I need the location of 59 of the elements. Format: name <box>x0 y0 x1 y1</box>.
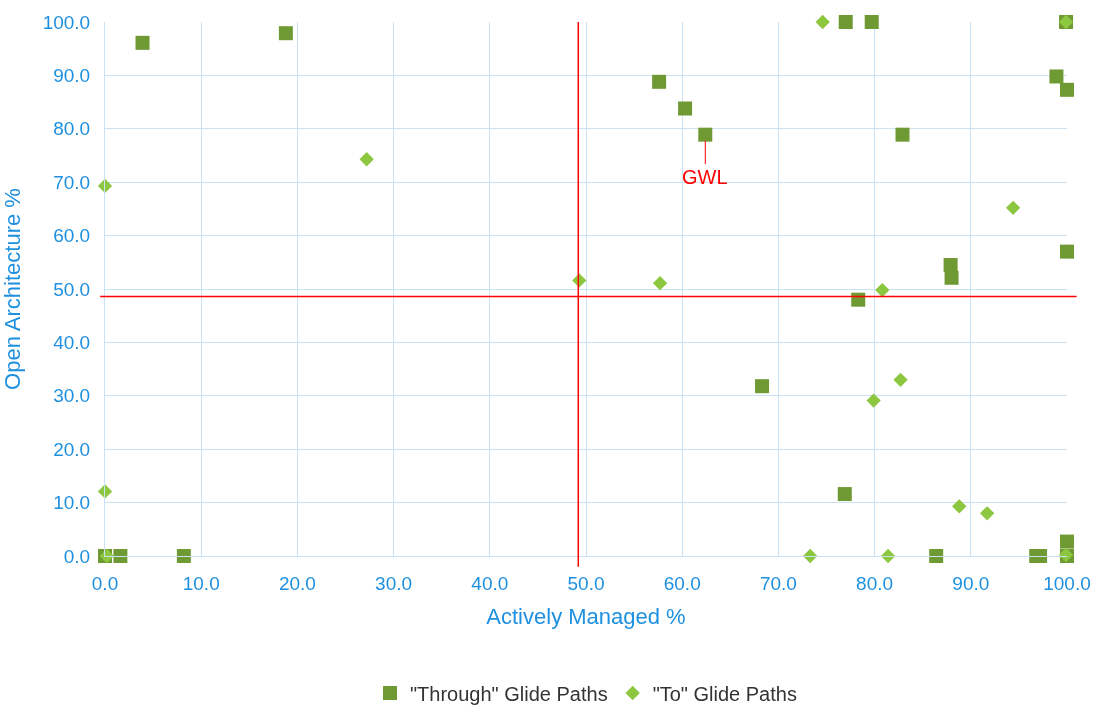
point <box>678 101 693 116</box>
point <box>815 14 830 30</box>
y-tick-label: 80.0 <box>53 118 91 140</box>
point <box>866 393 881 408</box>
point <box>652 74 667 89</box>
x-axis-title: Actively Managed % <box>486 603 686 629</box>
annotation: GWL <box>682 166 728 188</box>
point <box>278 26 293 41</box>
point <box>864 15 879 29</box>
point <box>952 499 967 514</box>
point <box>803 548 818 564</box>
point <box>929 549 944 563</box>
y-tick-label: 30.0 <box>53 385 91 407</box>
x-tick-label: 40.0 <box>471 572 509 594</box>
x-tick-label: 60.0 <box>663 572 701 594</box>
point <box>698 127 713 142</box>
legend-label: "To" Glide Paths <box>652 682 797 705</box>
point <box>875 282 890 298</box>
y-axis-title: Open Architecture % <box>0 188 26 390</box>
point <box>1060 82 1074 97</box>
y-tick-label: 90.0 <box>53 65 91 87</box>
point <box>1060 244 1074 259</box>
point <box>176 549 191 563</box>
x-tick-label: 70.0 <box>759 572 797 594</box>
point <box>893 372 908 387</box>
point <box>1049 69 1064 84</box>
x-tick-label: 30.0 <box>375 572 413 594</box>
point <box>837 487 852 502</box>
point <box>980 506 995 521</box>
point <box>359 152 374 167</box>
y-tick-label: 60.0 <box>53 225 91 247</box>
point <box>755 379 770 394</box>
point <box>113 549 128 563</box>
x-tick-label: 50.0 <box>567 572 605 594</box>
x-tick-label: 100.0 <box>1043 572 1091 594</box>
y-tick-label: 0.0 <box>63 545 91 567</box>
y-tick-label: 50.0 <box>53 278 91 300</box>
y-tick-label: 100.0 <box>42 11 91 33</box>
point <box>880 548 896 564</box>
point <box>135 35 150 50</box>
point <box>944 270 959 285</box>
x-tick-label: 20.0 <box>278 572 316 594</box>
point <box>1005 200 1021 215</box>
point <box>838 15 853 29</box>
point <box>1060 534 1074 549</box>
point <box>652 275 668 291</box>
point <box>851 292 866 307</box>
x-tick-label: 80.0 <box>856 572 894 594</box>
x-tick-label: 0.0 <box>91 572 119 594</box>
y-tick-label: 20.0 <box>53 438 91 460</box>
x-tick-label: 90.0 <box>952 572 990 594</box>
y-tick-label: 40.0 <box>53 332 91 354</box>
y-tick-label: 70.0 <box>53 171 91 193</box>
point <box>943 257 958 272</box>
point <box>895 127 910 142</box>
legend-label: "Through" Glide Paths <box>410 682 608 705</box>
x-tick-label: 10.0 <box>182 572 220 594</box>
y-tick-label: 10.0 <box>53 492 91 514</box>
point <box>97 178 113 194</box>
